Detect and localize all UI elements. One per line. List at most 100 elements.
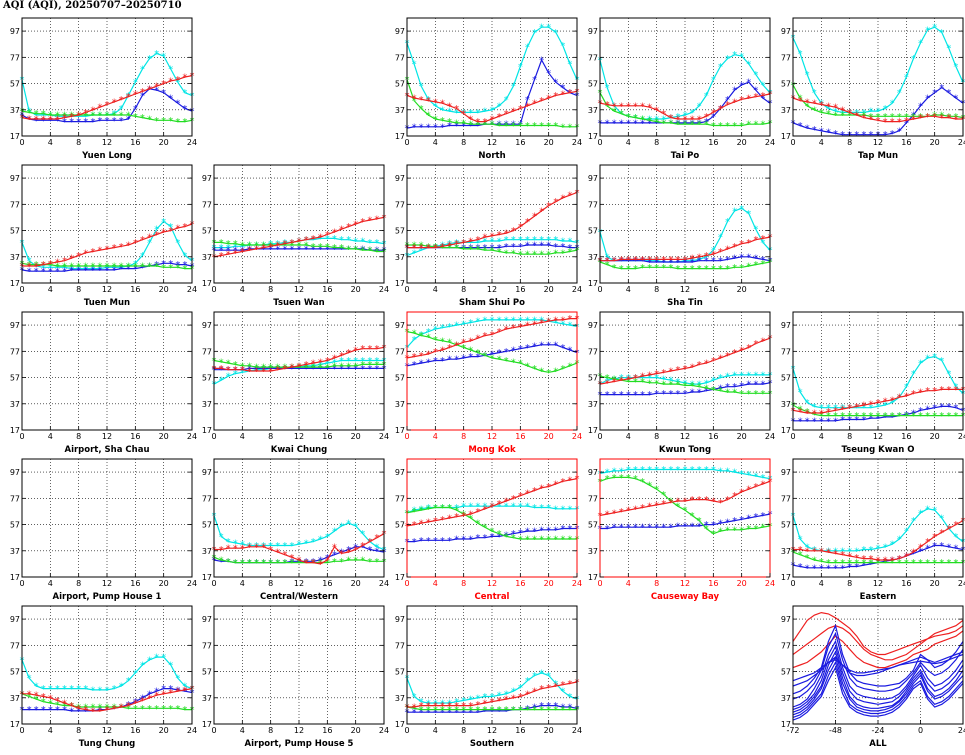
x-tick-label: 20: [737, 285, 747, 294]
data-point: *: [567, 247, 572, 258]
data-point: *: [433, 536, 438, 547]
data-point: *: [233, 360, 238, 371]
data-point: *: [454, 321, 459, 332]
data-point: *: [419, 701, 424, 712]
data-point: *: [504, 315, 509, 326]
data-point: *: [490, 502, 495, 513]
data-point: *: [739, 389, 744, 400]
data-point: *: [454, 697, 459, 708]
data-point: *: [518, 705, 523, 716]
x-tick-label: 8: [268, 432, 273, 441]
x-tick-label: 8: [268, 285, 273, 294]
data-point: *: [711, 246, 716, 257]
data-point: *: [332, 357, 337, 368]
data-point: *: [240, 240, 245, 251]
data-point: *: [454, 705, 459, 716]
x-tick-label: 12: [873, 432, 883, 441]
data-point: *: [504, 706, 509, 717]
data-point: *: [133, 112, 138, 123]
data-point: *: [840, 111, 845, 122]
data-point: *: [525, 676, 530, 687]
data-point: *: [640, 101, 645, 112]
data-point: *: [812, 125, 817, 136]
data-point: *: [518, 104, 523, 115]
data-point: *: [840, 108, 845, 119]
data-point: *: [311, 537, 316, 548]
data-point: *: [105, 100, 110, 111]
data-point: *: [297, 237, 302, 248]
data-point: *: [833, 406, 838, 417]
data-point: *: [161, 263, 166, 274]
data-point: *: [497, 502, 502, 513]
data-point: *: [490, 231, 495, 242]
data-point: *: [34, 116, 39, 127]
data-point: *: [48, 693, 53, 704]
data-point: *: [567, 524, 572, 535]
data-point: *: [426, 327, 431, 338]
data-point: *: [83, 108, 88, 119]
data-point: *: [612, 473, 617, 484]
panel-tsuen-wan: * * * * * * * * * * * * * * * * * * * * * * * * ** * * * * * * * * * * * * * *…: [202, 164, 389, 308]
data-point: *: [925, 112, 930, 123]
data-point: *: [126, 240, 131, 251]
data-point: *: [182, 222, 187, 233]
data-point: *: [240, 361, 245, 372]
x-tick-label: 20: [351, 432, 361, 441]
data-point: *: [440, 346, 445, 357]
data-point: *: [546, 503, 551, 514]
data-point: *: [654, 485, 659, 496]
data-point: *: [475, 348, 480, 359]
x-tick-label: 8: [461, 285, 466, 294]
data-point: *: [605, 256, 610, 267]
data-point: *: [226, 250, 231, 261]
data-point: *: [525, 534, 530, 545]
data-point: *: [182, 260, 187, 271]
data-point: *: [126, 701, 131, 712]
data-point: *: [247, 240, 252, 251]
data-point: *: [175, 117, 180, 128]
data-point: *: [447, 243, 452, 254]
data-point: *: [468, 238, 473, 249]
data-point: *: [468, 502, 473, 513]
y-tick-label: 17: [202, 426, 212, 435]
x-tick-label: 0: [19, 726, 24, 735]
data-point: *: [819, 563, 824, 574]
data-point: *: [412, 520, 417, 531]
data-point: *: [546, 340, 551, 351]
data-point: *: [282, 364, 287, 375]
data-point: *: [876, 558, 881, 569]
data-point: *: [546, 93, 551, 104]
series-line: [406, 79, 577, 128]
data-point: *: [55, 705, 60, 716]
data-point: *: [718, 384, 723, 395]
data-point: *: [683, 111, 688, 122]
y-tick-label: 57: [781, 80, 791, 89]
data-point: *: [34, 695, 39, 706]
data-point: *: [539, 483, 544, 494]
data-point: *: [182, 104, 187, 115]
data-point: *: [69, 684, 74, 695]
data-point: *: [826, 416, 831, 427]
data-point: *: [732, 382, 737, 393]
data-point: *: [426, 111, 431, 122]
series-line: [214, 346, 385, 372]
data-point: *: [511, 687, 516, 698]
data-point: *: [140, 661, 145, 672]
data-point: *: [119, 681, 124, 692]
data-point: *: [911, 548, 916, 559]
data-point: *: [953, 93, 958, 104]
data-point: *: [897, 554, 902, 565]
y-tick-label: 37: [588, 547, 598, 556]
y-tick-label: 17: [10, 720, 20, 729]
x-tick-label: 8: [654, 138, 659, 147]
data-point: *: [668, 498, 673, 509]
data-point: *: [805, 70, 810, 81]
data-point: *: [27, 689, 32, 700]
data-point: *: [567, 705, 572, 716]
data-point: *: [454, 118, 459, 129]
data-point: *: [647, 103, 652, 114]
data-point: *: [261, 243, 266, 254]
data-point: *: [182, 681, 187, 692]
x-tick-label: 8: [76, 285, 81, 294]
